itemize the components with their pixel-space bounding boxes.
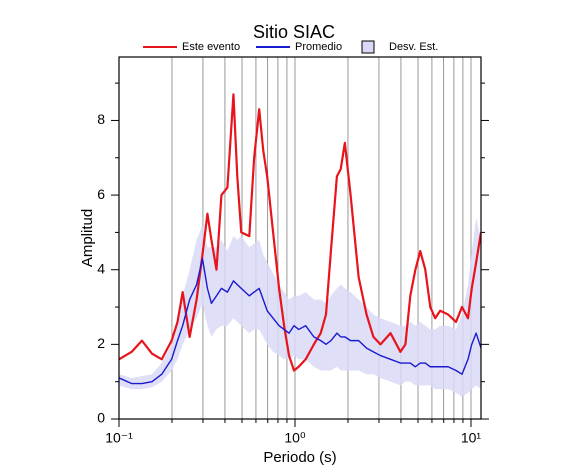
data-line	[119, 257, 481, 385]
y-tick-label: 4	[97, 260, 105, 276]
y-tick-label: 8	[97, 111, 105, 127]
legend-label: Este evento	[182, 41, 240, 53]
x-axis-label: Periodo (s)	[263, 449, 336, 466]
y-tick-label: 0	[97, 410, 105, 426]
chart-title: Sitio SIAC	[253, 22, 335, 42]
std-band	[119, 217, 481, 397]
plot-frame	[118, 56, 482, 420]
x-tick-label: 10⁻¹	[105, 430, 133, 446]
x-tick-label: 10⁰	[284, 430, 306, 446]
y-tick-label: 2	[97, 335, 105, 351]
legend-label: Desv. Est.	[389, 41, 438, 53]
y-tick-label: 6	[97, 186, 105, 202]
y-axis-label: Amplitud	[79, 209, 96, 267]
legend-swatch	[361, 40, 375, 54]
x-tick-label: 10¹	[461, 430, 482, 446]
legend-label: Promedio	[295, 41, 342, 53]
